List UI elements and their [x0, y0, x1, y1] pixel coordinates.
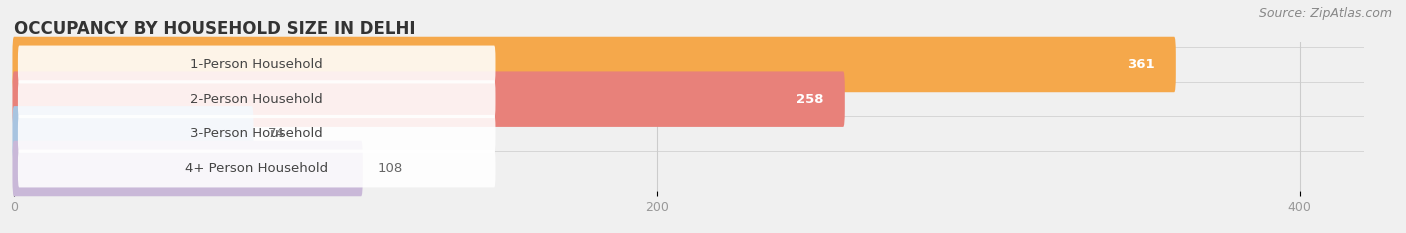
Text: Source: ZipAtlas.com: Source: ZipAtlas.com: [1258, 7, 1392, 20]
Text: 3-Person Household: 3-Person Household: [190, 127, 323, 140]
Text: 361: 361: [1128, 58, 1154, 71]
Text: 4+ Person Household: 4+ Person Household: [186, 162, 328, 175]
Text: 1-Person Household: 1-Person Household: [190, 58, 323, 71]
Text: 2-Person Household: 2-Person Household: [190, 93, 323, 106]
FancyBboxPatch shape: [13, 72, 845, 127]
FancyBboxPatch shape: [13, 141, 363, 196]
FancyBboxPatch shape: [13, 106, 253, 161]
FancyBboxPatch shape: [18, 45, 495, 83]
FancyBboxPatch shape: [18, 150, 495, 188]
Text: 258: 258: [796, 93, 824, 106]
FancyBboxPatch shape: [18, 80, 495, 118]
Text: 108: 108: [377, 162, 402, 175]
FancyBboxPatch shape: [13, 37, 1175, 92]
Text: 74: 74: [269, 127, 285, 140]
Text: OCCUPANCY BY HOUSEHOLD SIZE IN DELHI: OCCUPANCY BY HOUSEHOLD SIZE IN DELHI: [14, 20, 416, 38]
FancyBboxPatch shape: [18, 115, 495, 153]
